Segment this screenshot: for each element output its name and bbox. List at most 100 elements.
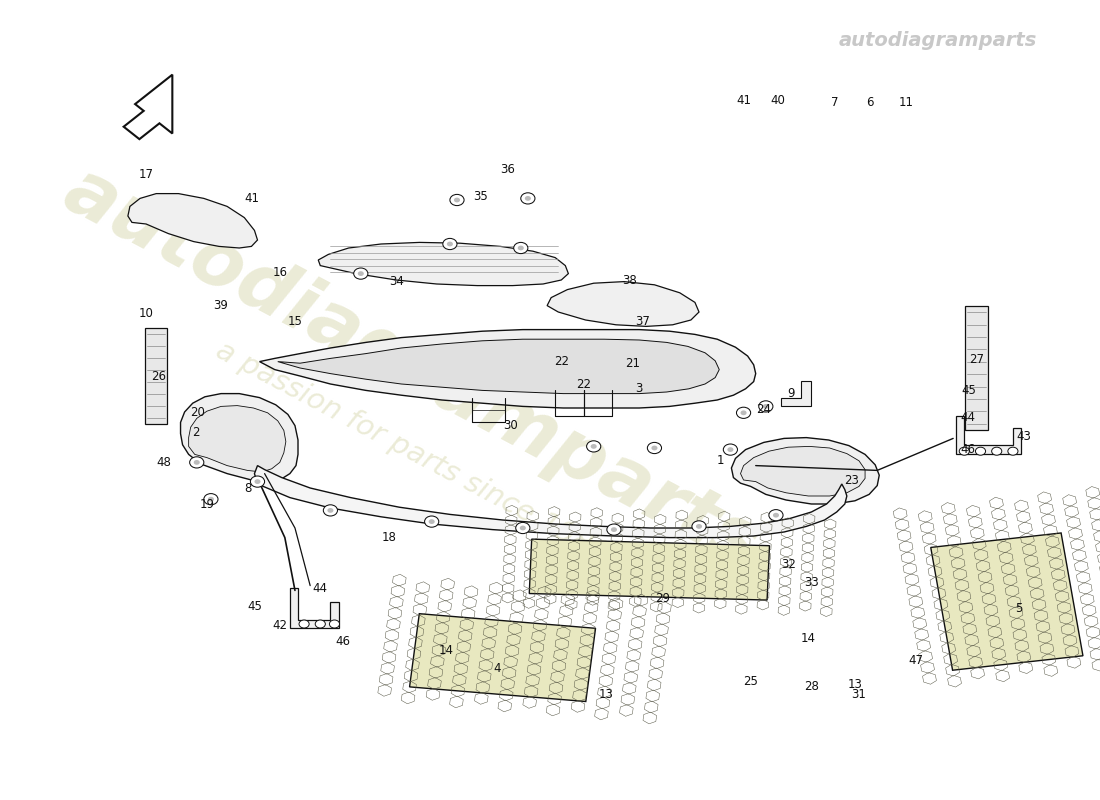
Text: 13: 13 (598, 688, 614, 701)
Polygon shape (145, 328, 167, 424)
Text: autodiagramparts: autodiagramparts (839, 30, 1037, 50)
Circle shape (976, 447, 986, 455)
Circle shape (762, 404, 769, 409)
Polygon shape (740, 446, 865, 496)
Text: 48: 48 (156, 456, 170, 469)
Circle shape (425, 516, 439, 527)
Text: 44: 44 (312, 582, 328, 594)
Text: 10: 10 (139, 307, 154, 320)
Text: 35: 35 (473, 190, 487, 202)
Polygon shape (278, 339, 719, 394)
Polygon shape (128, 194, 257, 248)
Text: 38: 38 (621, 274, 637, 286)
Text: 32: 32 (781, 558, 795, 570)
Circle shape (514, 242, 528, 254)
Circle shape (520, 526, 526, 530)
Text: 21: 21 (625, 358, 640, 370)
Circle shape (959, 447, 969, 455)
Polygon shape (254, 466, 847, 538)
Text: 19: 19 (199, 498, 214, 510)
Text: 22: 22 (553, 355, 569, 368)
Circle shape (323, 505, 338, 516)
Polygon shape (732, 438, 879, 504)
Circle shape (740, 410, 747, 415)
Circle shape (354, 268, 367, 279)
Circle shape (358, 271, 364, 276)
Text: 13: 13 (847, 678, 862, 690)
Circle shape (591, 444, 596, 449)
Text: 42: 42 (273, 619, 287, 632)
Circle shape (773, 513, 779, 518)
Polygon shape (966, 306, 988, 430)
Polygon shape (188, 406, 286, 472)
Text: 43: 43 (1016, 430, 1032, 442)
Circle shape (759, 401, 773, 412)
Circle shape (1008, 447, 1018, 455)
Text: 16: 16 (273, 266, 287, 278)
Text: 39: 39 (213, 299, 229, 312)
Text: 23: 23 (845, 474, 859, 486)
Text: 7: 7 (830, 96, 838, 109)
Text: 26: 26 (151, 370, 166, 382)
Circle shape (769, 510, 783, 521)
Circle shape (520, 193, 535, 204)
Polygon shape (180, 394, 298, 482)
Text: 9: 9 (788, 387, 795, 400)
Circle shape (328, 508, 333, 513)
Circle shape (429, 519, 434, 524)
Polygon shape (260, 330, 756, 408)
Text: 22: 22 (576, 378, 591, 390)
Circle shape (610, 527, 617, 532)
Circle shape (299, 620, 309, 628)
Polygon shape (318, 242, 569, 286)
Text: 4: 4 (494, 662, 502, 674)
Text: 2: 2 (192, 426, 199, 438)
Text: 28: 28 (804, 680, 818, 693)
Circle shape (696, 524, 702, 529)
Circle shape (208, 497, 214, 502)
Circle shape (450, 194, 464, 206)
Text: 47: 47 (909, 654, 923, 666)
Text: a passion for parts since 1986: a passion for parts since 1986 (211, 336, 613, 568)
Circle shape (329, 620, 340, 628)
Text: 31: 31 (851, 688, 867, 701)
Polygon shape (547, 282, 698, 326)
Circle shape (525, 196, 531, 201)
Circle shape (516, 522, 530, 534)
Circle shape (189, 457, 204, 468)
Circle shape (651, 446, 658, 450)
Text: 40: 40 (770, 94, 785, 106)
Text: 37: 37 (635, 315, 650, 328)
Text: 5: 5 (1015, 602, 1023, 614)
Polygon shape (529, 539, 770, 600)
Text: 20: 20 (190, 406, 206, 418)
Text: 18: 18 (382, 531, 397, 544)
Circle shape (254, 479, 261, 484)
Text: 17: 17 (139, 168, 154, 181)
Polygon shape (931, 533, 1082, 670)
Text: 6: 6 (867, 96, 873, 109)
Text: 27: 27 (969, 354, 984, 366)
Text: 11: 11 (899, 96, 914, 109)
Text: 46: 46 (336, 635, 350, 648)
Circle shape (586, 441, 601, 452)
Text: 25: 25 (744, 675, 758, 688)
Circle shape (727, 447, 734, 452)
Text: 1: 1 (716, 454, 724, 466)
Polygon shape (409, 614, 595, 702)
Circle shape (518, 246, 524, 250)
Circle shape (454, 198, 460, 202)
Polygon shape (290, 588, 339, 628)
Text: 8: 8 (244, 482, 252, 494)
Circle shape (316, 620, 326, 628)
Circle shape (204, 494, 218, 505)
Circle shape (648, 442, 661, 454)
Text: 44: 44 (961, 411, 976, 424)
Circle shape (607, 524, 621, 535)
Polygon shape (956, 416, 1021, 454)
Polygon shape (123, 74, 173, 139)
Circle shape (447, 242, 453, 246)
Circle shape (443, 238, 456, 250)
Text: 36: 36 (500, 163, 515, 176)
Text: 14: 14 (438, 644, 453, 657)
